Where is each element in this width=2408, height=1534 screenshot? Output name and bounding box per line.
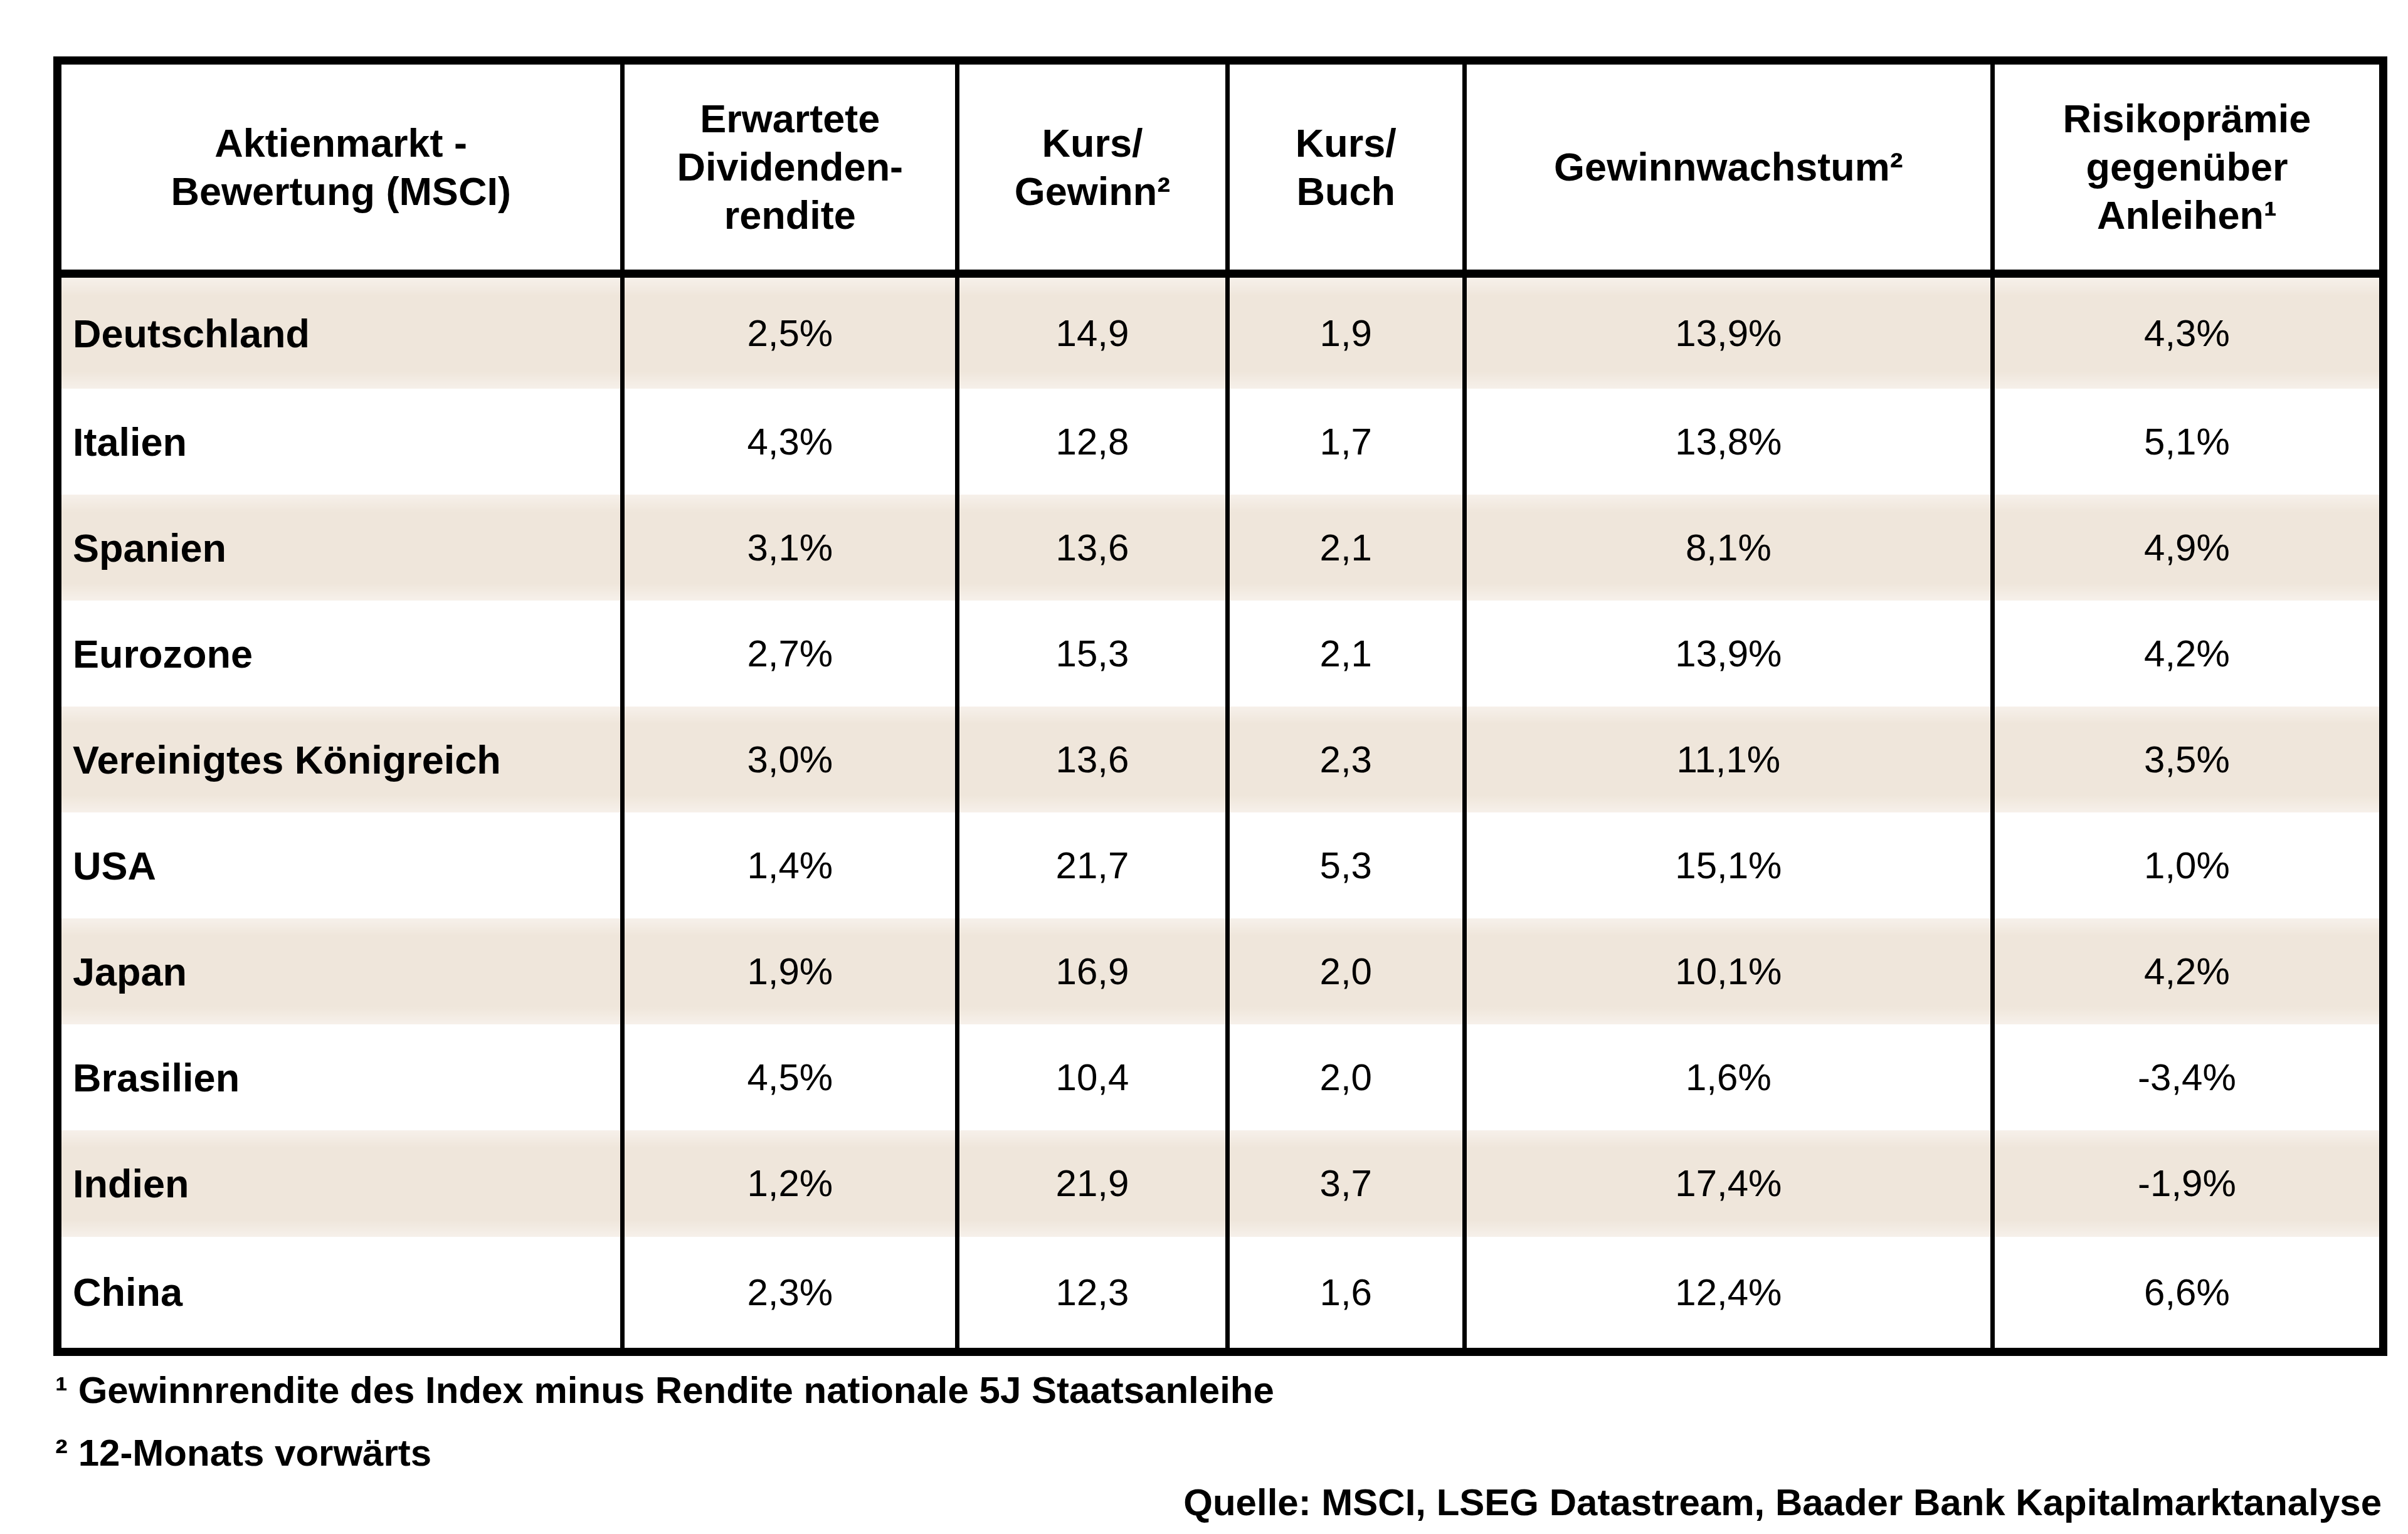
value-cell: 17,4% <box>1464 1130 1992 1236</box>
source-line: Quelle: MSCI, LSEG Datastream, Baader Ba… <box>1183 1481 2382 1524</box>
value-cell: 1,6% <box>1464 1024 1992 1130</box>
value-cell: 1,9% <box>623 918 958 1024</box>
country-cell: Deutschland <box>58 274 623 389</box>
table-row-italien: Italien 4,3% 12,8 1,7 13,8% 5,1% <box>58 389 2384 495</box>
table-row-spanien: Spanien 3,1% 13,6 2,1 8,1% 4,9% <box>58 495 2384 601</box>
table-row-usa: USA 1,4% 21,7 5,3 15,1% 1,0% <box>58 812 2384 918</box>
header-cell-price-book: Kurs/ Buch <box>1227 61 1464 274</box>
country-cell: Japan <box>58 918 623 1024</box>
footnote-12m-forward: ² 12-Monats vorwärts <box>55 1431 431 1474</box>
value-cell: 1,4% <box>623 812 958 918</box>
country-cell: Italien <box>58 389 623 495</box>
value-cell: 1,0% <box>1992 812 2383 918</box>
equity-valuation-table: Aktienmarkt - Bewertung (MSCI) Erwartete… <box>53 56 2387 1356</box>
value-cell: 13,8% <box>1464 389 1992 495</box>
table-row-china: China 2,3% 12,3 1,6 12,4% 6,6% <box>58 1237 2384 1352</box>
value-cell: 3,5% <box>1992 707 2383 812</box>
value-cell: 2,3 <box>1227 707 1464 812</box>
value-cell: 12,3 <box>958 1237 1227 1352</box>
country-cell: USA <box>58 812 623 918</box>
value-cell: 4,3% <box>623 389 958 495</box>
table-row-brasilien: Brasilien 4,5% 10,4 2,0 1,6% -3,4% <box>58 1024 2384 1130</box>
value-cell: 14,9 <box>958 274 1227 389</box>
country-cell: Indien <box>58 1130 623 1236</box>
value-cell: 3,0% <box>623 707 958 812</box>
value-cell: 15,1% <box>1464 812 1992 918</box>
value-cell: 21,7 <box>958 812 1227 918</box>
table-row-vereinigtes-koenigreich: Vereinigtes Königreich 3,0% 13,6 2,3 11,… <box>58 707 2384 812</box>
value-cell: 5,1% <box>1992 389 2383 495</box>
value-cell: 21,9 <box>958 1130 1227 1236</box>
value-cell: 4,5% <box>623 1024 958 1130</box>
value-cell: 2,7% <box>623 601 958 707</box>
header-row: Aktienmarkt - Bewertung (MSCI) Erwartete… <box>58 61 2384 274</box>
value-cell: 4,9% <box>1992 495 2383 601</box>
header-cell-earnings-growth: Gewinnwachstum² <box>1464 61 1992 274</box>
value-cell: 10,1% <box>1464 918 1992 1024</box>
footnote-bond-yield: ¹ Gewinnrendite des Index minus Rendite … <box>55 1369 1274 1412</box>
header-cell-risk-premium: Risikoprämie gegenüber Anleihen¹ <box>1992 61 2383 274</box>
value-cell: 2,5% <box>623 274 958 389</box>
value-cell: 15,3 <box>958 601 1227 707</box>
value-cell: 12,4% <box>1464 1237 1992 1352</box>
header-cell-dividend-yield: Erwartete Dividenden- rendite <box>623 61 958 274</box>
country-cell: China <box>58 1237 623 1352</box>
value-cell: 1,2% <box>623 1130 958 1236</box>
value-cell: 5,3 <box>1227 812 1464 918</box>
value-cell: 2,1 <box>1227 601 1464 707</box>
header-cell-price-earnings: Kurs/ Gewinn² <box>958 61 1227 274</box>
value-cell: 4,2% <box>1992 918 2383 1024</box>
value-cell: 4,2% <box>1992 601 2383 707</box>
value-cell: 1,9 <box>1227 274 1464 389</box>
value-cell: 2,1 <box>1227 495 1464 601</box>
value-cell: 13,9% <box>1464 274 1992 389</box>
value-cell: 10,4 <box>958 1024 1227 1130</box>
value-cell: 13,6 <box>958 707 1227 812</box>
table-row-japan: Japan 1,9% 16,9 2,0 10,1% 4,2% <box>58 918 2384 1024</box>
value-cell: 2,0 <box>1227 918 1464 1024</box>
value-cell: 4,3% <box>1992 274 2383 389</box>
value-cell: 3,7 <box>1227 1130 1464 1236</box>
table-row-deutschland: Deutschland 2,5% 14,9 1,9 13,9% 4,3% <box>58 274 2384 389</box>
value-cell: 12,8 <box>958 389 1227 495</box>
country-cell: Vereinigtes Königreich <box>58 707 623 812</box>
value-cell: 1,6 <box>1227 1237 1464 1352</box>
value-cell: 3,1% <box>623 495 958 601</box>
value-cell: 2,0 <box>1227 1024 1464 1130</box>
value-cell: 1,7 <box>1227 389 1464 495</box>
country-cell: Brasilien <box>58 1024 623 1130</box>
table-row-eurozone: Eurozone 2,7% 15,3 2,1 13,9% 4,2% <box>58 601 2384 707</box>
value-cell: 16,9 <box>958 918 1227 1024</box>
value-cell: 11,1% <box>1464 707 1992 812</box>
value-cell: 2,3% <box>623 1237 958 1352</box>
value-cell: 13,9% <box>1464 601 1992 707</box>
country-cell: Eurozone <box>58 601 623 707</box>
value-cell: 8,1% <box>1464 495 1992 601</box>
header-cell-market: Aktienmarkt - Bewertung (MSCI) <box>58 61 623 274</box>
value-cell: -1,9% <box>1992 1130 2383 1236</box>
value-cell: 13,6 <box>958 495 1227 601</box>
table-row-indien: Indien 1,2% 21,9 3,7 17,4% -1,9% <box>58 1130 2384 1236</box>
value-cell: -3,4% <box>1992 1024 2383 1130</box>
value-cell: 6,6% <box>1992 1237 2383 1352</box>
country-cell: Spanien <box>58 495 623 601</box>
